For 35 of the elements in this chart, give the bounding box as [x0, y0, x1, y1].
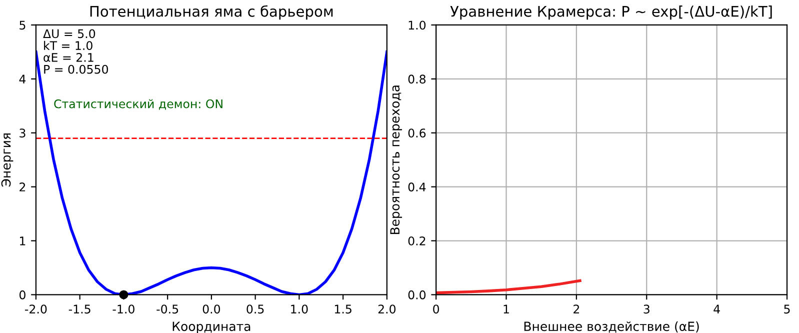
x-tick-label: 1	[504, 304, 509, 314]
x-tick-label: 0.5	[246, 304, 264, 314]
x-tick-label: 2.0	[378, 304, 396, 314]
y-tick-label: 0.8	[408, 74, 426, 84]
x-tick-label: -2.0	[25, 304, 47, 314]
x-tick-label: 3	[644, 304, 650, 314]
y-tick-label: 4	[19, 74, 26, 84]
x-tick-label: 5	[784, 304, 790, 314]
x-tick-label: 0	[433, 304, 440, 314]
y-tick-label: 0.2	[408, 236, 426, 246]
annotation: ΔU = 5.0 kT = 1.0 αE = 2.1 P = 0.0550	[43, 29, 108, 74]
y-tick-label: 0	[20, 290, 26, 300]
x-tick-label: 1.0	[291, 304, 308, 314]
line-series	[436, 279, 582, 294]
y-tick-label: 5	[20, 20, 26, 30]
y-tick-label: 3	[20, 128, 26, 138]
y-tick-label: 0.0	[408, 290, 426, 300]
y-tick-label: 2	[20, 182, 26, 192]
x-tick-label: -1.5	[68, 304, 90, 314]
y-tick-label: 1	[20, 236, 26, 246]
y-tick-label: 0.4	[408, 182, 426, 192]
x-tick-label: -1.0	[112, 304, 134, 314]
x-tick-label: -0.5	[156, 304, 178, 314]
annotation: Статистический демон: ON	[54, 99, 222, 110]
x-tick-label: 2	[574, 304, 580, 314]
x-tick-label: 4	[714, 304, 720, 314]
x-axis-title: Внешнее воздействие (αE)	[524, 321, 699, 333]
chart-title: Уравнение Крамерса: P ~ exp[-(ΔU-αE)/kT]	[450, 6, 772, 20]
y-tick-label: 1.0	[408, 20, 426, 30]
chart-title: Потенциальная яма с барьером	[90, 5, 333, 20]
x-tick-label: 0.0	[202, 304, 220, 314]
y-axis-title: Энергия	[1, 134, 14, 187]
x-tick-label: 1.5	[334, 304, 352, 314]
y-axis-title: Вероятность перехода	[390, 86, 402, 234]
y-tick-label: 0.6	[408, 128, 426, 138]
